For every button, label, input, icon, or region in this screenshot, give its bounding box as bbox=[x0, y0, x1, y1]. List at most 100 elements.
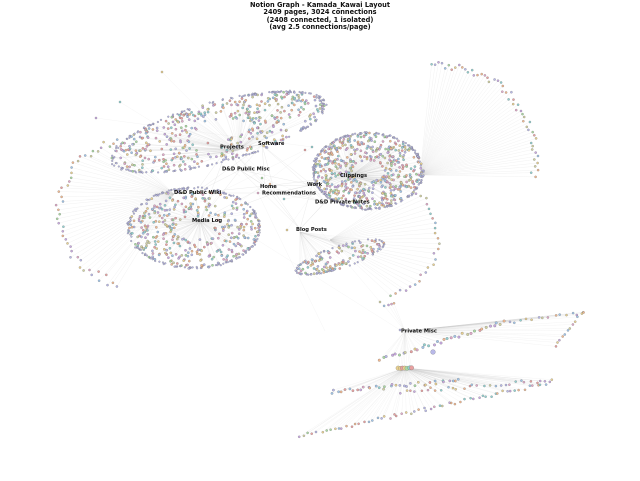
graph-node bbox=[440, 61, 444, 65]
graph-node bbox=[315, 93, 318, 97]
graph-node bbox=[121, 141, 124, 145]
graph-node bbox=[179, 140, 182, 144]
graph-node bbox=[306, 431, 309, 435]
graph-node bbox=[126, 232, 129, 235]
graph-node bbox=[345, 424, 348, 428]
graph-node bbox=[133, 164, 136, 167]
graph-node bbox=[378, 207, 381, 210]
graph-node bbox=[232, 158, 235, 161]
graph-node bbox=[321, 110, 324, 113]
graph-node bbox=[313, 98, 317, 102]
graph-node bbox=[149, 149, 152, 153]
graph-node bbox=[162, 158, 165, 161]
graph-node bbox=[433, 343, 436, 347]
graph-node bbox=[360, 195, 364, 199]
graph-node bbox=[243, 236, 246, 239]
graph-node bbox=[300, 273, 303, 276]
graph-node bbox=[220, 161, 223, 164]
graph-node bbox=[344, 197, 348, 201]
graph-node bbox=[290, 108, 293, 112]
graph-node bbox=[371, 187, 375, 190]
graph-node bbox=[374, 149, 378, 153]
graph-node bbox=[405, 385, 408, 388]
graph-node bbox=[316, 185, 319, 189]
graph-node bbox=[415, 172, 418, 176]
graph-node bbox=[250, 225, 253, 229]
graph-node bbox=[172, 170, 175, 173]
graph-node bbox=[368, 386, 372, 390]
graph-node bbox=[288, 116, 292, 119]
graph-node bbox=[189, 168, 192, 171]
graph-node bbox=[160, 166, 163, 170]
graph-node bbox=[340, 141, 344, 145]
graph-node bbox=[313, 115, 316, 119]
graph-node bbox=[252, 212, 256, 215]
graph-node bbox=[141, 147, 145, 150]
graph-node bbox=[172, 163, 176, 167]
graph-node bbox=[186, 263, 189, 267]
graph-node bbox=[546, 316, 550, 319]
graph-node bbox=[221, 244, 225, 247]
graph-node bbox=[537, 316, 541, 319]
graph-node bbox=[353, 194, 356, 197]
graph-node bbox=[256, 107, 259, 110]
graph-node bbox=[326, 163, 329, 166]
graph-node bbox=[338, 267, 342, 270]
graph-node bbox=[314, 179, 317, 182]
graph-node bbox=[395, 202, 398, 205]
graph-node bbox=[174, 127, 178, 131]
graph-node bbox=[387, 134, 390, 138]
graph-node bbox=[163, 204, 167, 207]
graph-node bbox=[506, 390, 509, 393]
graph-node bbox=[69, 176, 73, 180]
graph-node bbox=[147, 127, 151, 130]
graph-node bbox=[513, 321, 516, 325]
graph-node bbox=[389, 192, 393, 195]
graph-node bbox=[141, 166, 144, 169]
graph-node bbox=[353, 201, 356, 205]
graph-node bbox=[408, 175, 412, 178]
graph-node bbox=[380, 203, 383, 207]
graph-node bbox=[349, 205, 353, 208]
graph-node bbox=[420, 181, 423, 184]
graph-node bbox=[248, 246, 251, 250]
graph-node bbox=[154, 136, 158, 140]
graph-node bbox=[383, 135, 387, 138]
graph-node bbox=[427, 207, 431, 211]
graph-node bbox=[400, 181, 403, 184]
graph-node bbox=[191, 266, 194, 269]
graph-node bbox=[158, 206, 161, 210]
graph-node bbox=[336, 167, 339, 170]
graph-node bbox=[511, 102, 515, 106]
graph-node bbox=[233, 100, 237, 104]
graph-node bbox=[143, 211, 146, 215]
graph-node bbox=[321, 112, 324, 115]
graph-node bbox=[398, 166, 401, 169]
graph-node bbox=[166, 127, 170, 130]
graph-node bbox=[126, 153, 129, 156]
graph-node bbox=[176, 120, 180, 124]
graph-node bbox=[347, 172, 351, 175]
graph-node bbox=[385, 135, 388, 138]
graph-node bbox=[296, 267, 299, 270]
graph-node bbox=[421, 345, 425, 349]
graph-node bbox=[166, 165, 170, 168]
graph-node bbox=[338, 244, 341, 247]
graph-node bbox=[162, 237, 165, 240]
graph-node bbox=[148, 198, 151, 201]
graph-node bbox=[410, 194, 413, 197]
graph-node bbox=[340, 180, 344, 183]
graph-node bbox=[222, 229, 225, 232]
graph-node bbox=[79, 258, 83, 262]
graph-node bbox=[291, 95, 295, 99]
graph-node bbox=[62, 225, 65, 228]
graph-node bbox=[419, 194, 422, 198]
graph-node bbox=[409, 382, 412, 385]
graph-node bbox=[158, 202, 162, 206]
graph-node bbox=[354, 132, 357, 135]
graph-node bbox=[167, 168, 171, 171]
graph-node bbox=[213, 103, 217, 106]
graph-node bbox=[361, 248, 365, 252]
graph-node bbox=[157, 253, 161, 257]
graph-node bbox=[310, 123, 313, 126]
